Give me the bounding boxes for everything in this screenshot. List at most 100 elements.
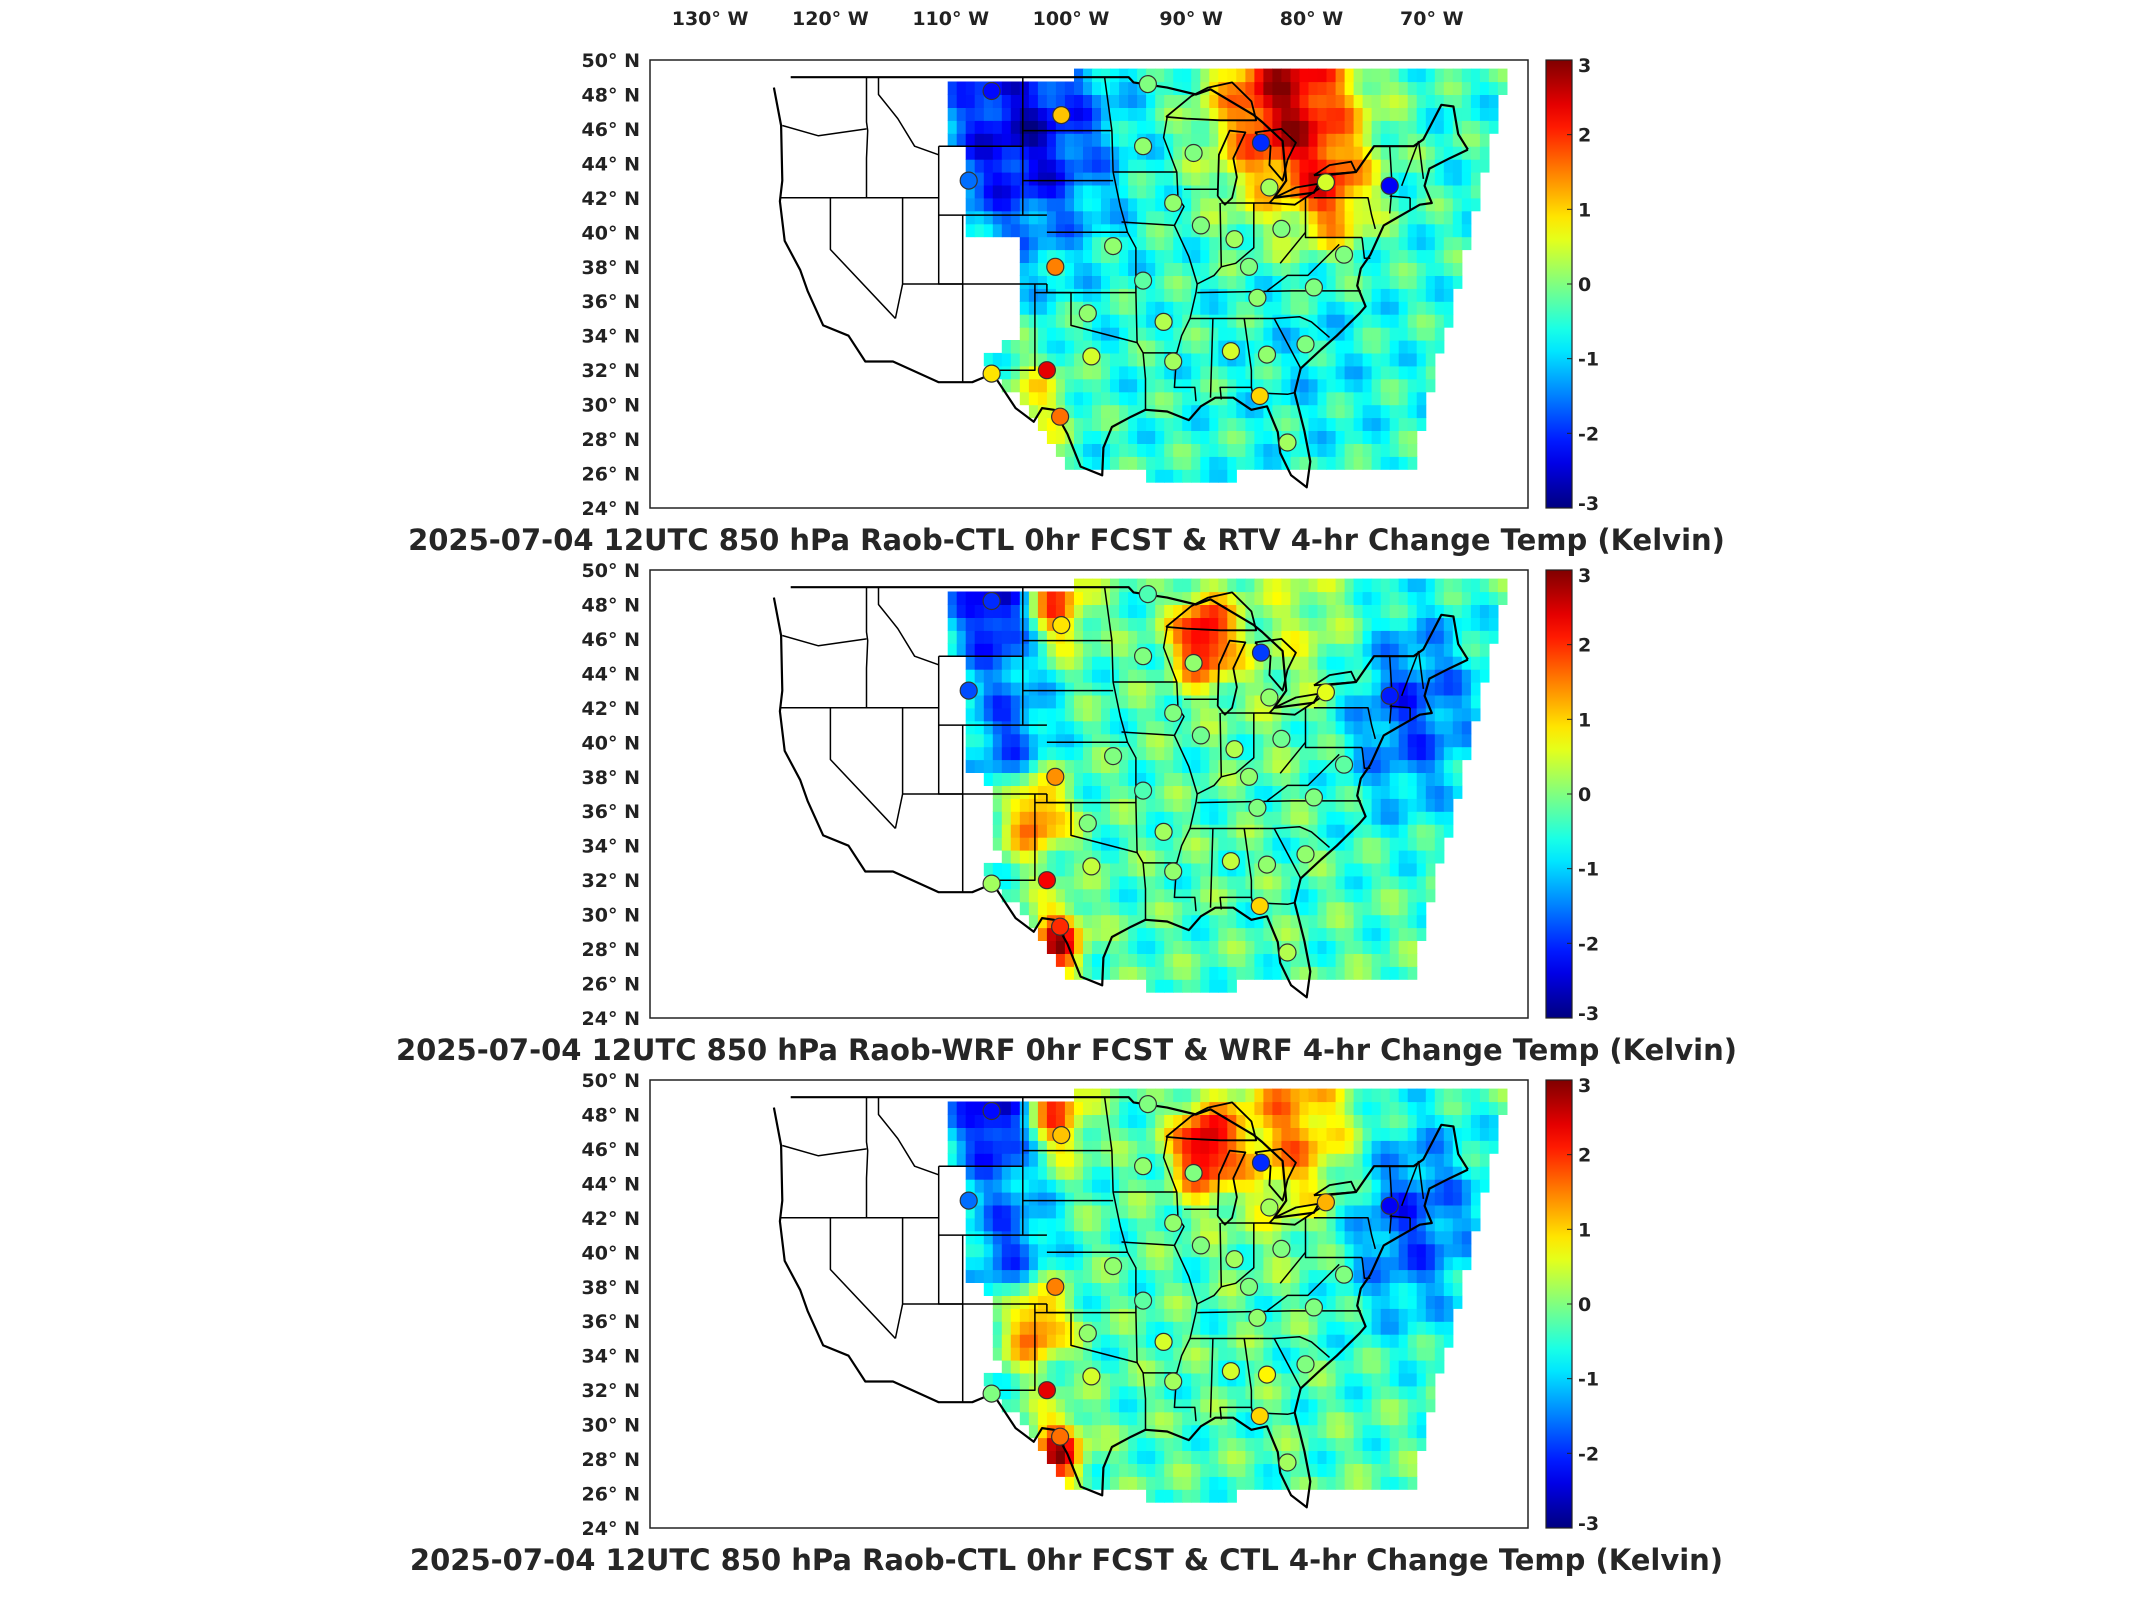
field-cell xyxy=(1064,850,1075,864)
field-cell xyxy=(1245,1153,1255,1167)
field-cell xyxy=(1182,1217,1192,1232)
field-cell xyxy=(1046,1308,1057,1322)
field-cell xyxy=(1209,1256,1219,1271)
field-cell xyxy=(1173,669,1183,683)
field-cell xyxy=(1101,68,1111,83)
field-cell xyxy=(1055,159,1066,173)
station-marker xyxy=(1082,347,1101,366)
field-cell xyxy=(1425,1204,1436,1219)
field-cell xyxy=(1452,133,1463,147)
field-cell xyxy=(1299,197,1310,212)
field-cell xyxy=(1164,210,1174,225)
field-cell xyxy=(1092,1269,1102,1283)
field-cell xyxy=(1407,746,1418,761)
field-cell xyxy=(1110,953,1120,967)
field-cell xyxy=(992,1321,1003,1335)
field-cell xyxy=(1001,1140,1012,1154)
latitude-tick-label: 34° N xyxy=(582,836,640,858)
field-cell xyxy=(1092,249,1102,263)
latitude-tick-label: 24° N xyxy=(582,498,640,520)
state-border xyxy=(937,656,1047,726)
field-cell xyxy=(965,107,976,121)
field-cell xyxy=(1137,1463,1147,1477)
field-cell xyxy=(1083,430,1093,444)
field-cell xyxy=(1308,378,1319,393)
field-cell xyxy=(1335,643,1346,657)
field-cell xyxy=(1353,184,1364,199)
field-cell xyxy=(1353,643,1364,657)
field-cell xyxy=(1164,249,1174,263)
field-cell xyxy=(1200,1295,1210,1309)
field-cell xyxy=(1461,1153,1472,1167)
field-cell xyxy=(1101,862,1111,877)
state-border xyxy=(1197,800,1361,804)
field-cell xyxy=(1101,352,1111,367)
field-cell xyxy=(1263,707,1273,722)
field-cell xyxy=(1019,314,1030,328)
field-cell xyxy=(1164,262,1174,276)
field-cell xyxy=(1227,966,1237,980)
field-cell xyxy=(1425,365,1436,380)
field-cell xyxy=(1254,365,1264,380)
field-cell xyxy=(1344,340,1355,354)
field-cell xyxy=(1191,365,1201,380)
field-cell xyxy=(1200,979,1210,993)
field-cell xyxy=(1245,785,1255,799)
field-cell xyxy=(1245,901,1255,916)
field-cell xyxy=(1245,314,1255,328)
field-cell xyxy=(1227,1424,1237,1439)
field-cell xyxy=(1398,1463,1409,1477)
field-cell xyxy=(1155,146,1165,160)
field-cell xyxy=(1227,120,1237,134)
field-cell xyxy=(1227,1192,1237,1206)
field-cell xyxy=(992,824,1003,838)
field-cell xyxy=(1137,1411,1147,1426)
field-cell xyxy=(1434,707,1445,722)
field-cell xyxy=(1209,378,1219,393)
field-cell xyxy=(1209,1192,1219,1206)
field-cell xyxy=(1155,785,1165,799)
field-cell xyxy=(1191,720,1201,735)
field-cell xyxy=(1470,107,1481,121)
field-cell xyxy=(1173,365,1183,380)
field-cell xyxy=(992,1256,1003,1271)
field-cell xyxy=(1119,1140,1129,1154)
field-cell xyxy=(1019,197,1030,212)
field-cell xyxy=(974,630,985,644)
state-border xyxy=(1400,140,1420,187)
field-cell xyxy=(1263,1166,1273,1180)
field-cell xyxy=(1371,1230,1382,1245)
field-cell xyxy=(1182,785,1192,799)
field-cell xyxy=(1299,1450,1310,1464)
field-cell xyxy=(1001,1179,1012,1193)
field-cell xyxy=(1299,1256,1310,1271)
field-cell xyxy=(1317,107,1328,121)
station-marker xyxy=(1225,740,1244,759)
field-cell xyxy=(1046,146,1057,160)
field-cell xyxy=(1209,249,1219,263)
field-cell xyxy=(1281,81,1291,95)
field-cell xyxy=(1037,604,1048,618)
field-cell xyxy=(1452,68,1463,83)
field-cell xyxy=(1019,811,1030,825)
field-cell xyxy=(1028,1398,1039,1413)
field-cell xyxy=(1290,578,1301,593)
field-cell xyxy=(1146,733,1156,748)
field-cell xyxy=(1416,417,1427,431)
field-cell xyxy=(1055,1372,1066,1387)
field-cell xyxy=(1380,1153,1391,1167)
field-cell xyxy=(1452,772,1463,786)
field-cell xyxy=(1362,1424,1373,1439)
field-cell xyxy=(1317,966,1328,980)
field-cell xyxy=(1164,1308,1174,1322)
field-cell xyxy=(1155,733,1165,748)
field-cell xyxy=(1326,1385,1337,1400)
field-cell xyxy=(1037,1127,1048,1141)
field-cell xyxy=(1200,314,1210,328)
field-cell xyxy=(1101,1282,1111,1296)
field-cell xyxy=(965,746,976,761)
field-cell xyxy=(1173,811,1183,825)
field-cell xyxy=(1173,146,1183,160)
field-cell xyxy=(1281,133,1291,147)
